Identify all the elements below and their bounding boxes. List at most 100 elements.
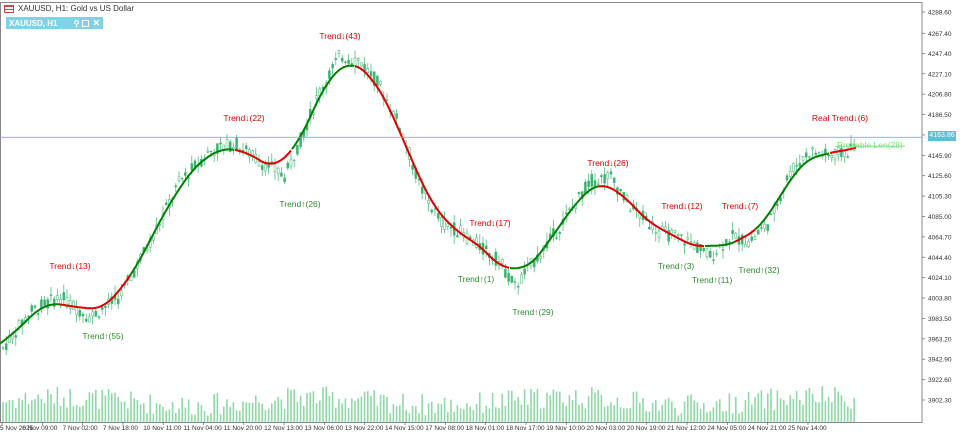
- volume-bar: [683, 401, 686, 422]
- candle-body: [334, 58, 338, 60]
- volume-bar: [536, 388, 539, 422]
- volume-bar: [197, 402, 199, 422]
- volume-bar: [517, 397, 519, 422]
- volume-bar: [8, 400, 11, 422]
- candle-body: [104, 305, 107, 308]
- volume-bar: [95, 389, 97, 422]
- volume-bar: [376, 405, 379, 422]
- candle-body: [628, 210, 632, 213]
- volume-bar: [248, 402, 251, 422]
- volume-bar: [325, 386, 327, 422]
- volume-bar: [162, 406, 164, 422]
- volume-bar: [309, 392, 311, 422]
- volume-bar: [207, 415, 209, 422]
- chart-menu-icon[interactable]: [4, 4, 14, 13]
- volume-bar: [479, 392, 481, 422]
- downtrend-line: [734, 228, 756, 243]
- volume-bar: [549, 395, 551, 422]
- candle-body: [43, 299, 46, 306]
- volume-bar: [581, 402, 583, 422]
- volume-bar: [613, 405, 615, 422]
- candle-body: [584, 181, 587, 194]
- volume-bar: [79, 406, 81, 422]
- candle-body: [366, 68, 370, 73]
- close-icon[interactable]: ✕: [92, 17, 100, 28]
- volume-bar: [651, 402, 654, 422]
- volume-bar: [75, 405, 78, 422]
- candle-body: [756, 230, 760, 235]
- volume-bar: [50, 394, 52, 422]
- volume-bar: [488, 408, 491, 422]
- candle-body: [164, 202, 168, 206]
- candle-body: [702, 247, 706, 251]
- candle-body: [814, 152, 818, 155]
- volume-bar: [703, 403, 705, 422]
- candle-body: [273, 164, 277, 173]
- candle-body: [811, 147, 814, 150]
- volume-bar: [658, 410, 660, 422]
- candle-body: [740, 234, 744, 245]
- volume-bar: [341, 403, 343, 422]
- x-tick-label: 13 Nov 06:00: [304, 425, 343, 432]
- volume-bar: [399, 405, 401, 422]
- candle-body: [129, 275, 133, 282]
- volume-bar: [43, 403, 46, 422]
- candle-body: [443, 219, 446, 230]
- volume-bar: [411, 405, 414, 422]
- volume-bar: [335, 407, 337, 422]
- volume-bar: [344, 398, 347, 422]
- candle-body: [606, 172, 610, 179]
- candle-body: [590, 174, 594, 187]
- indicator-panel[interactable]: XAUUSD, H1 ⚲ ✕: [6, 17, 103, 29]
- volume-bar: [194, 414, 196, 422]
- volume-bar: [149, 394, 151, 422]
- candle-body: [792, 163, 795, 172]
- candle-body: [411, 164, 414, 170]
- volume-bar: [322, 387, 324, 422]
- candle-body: [219, 142, 222, 145]
- volume-bar: [853, 398, 855, 422]
- volume-bar: [127, 408, 129, 422]
- volume-bar: [463, 409, 465, 422]
- candle-body: [846, 156, 850, 158]
- volume-bar: [168, 409, 171, 422]
- volume-bar: [370, 395, 372, 422]
- candle-body: [27, 315, 30, 317]
- volume-bar: [498, 408, 500, 422]
- candle-body: [376, 75, 379, 87]
- y-tick-label: 3942.90: [928, 357, 952, 364]
- volume-bar: [98, 408, 100, 422]
- candle-body: [785, 175, 789, 181]
- volume-bar: [245, 402, 247, 422]
- volume-bar: [520, 404, 523, 422]
- volume-bar: [187, 399, 190, 422]
- pin-icon[interactable]: ⚲: [73, 18, 80, 28]
- volume-bar: [69, 388, 71, 422]
- candle-body: [328, 70, 331, 79]
- volume-bar: [687, 395, 689, 422]
- candle-body: [52, 298, 56, 307]
- volume-bar: [152, 413, 155, 422]
- downtrend-line: [234, 148, 292, 165]
- candle-body: [78, 309, 82, 317]
- candle-body: [296, 144, 299, 155]
- candle-body: [420, 186, 424, 194]
- uptrend-annotation: Trend↑(3): [658, 261, 695, 271]
- candle-body: [600, 175, 603, 177]
- downtrend-annotation: Trend↓(13): [49, 261, 90, 271]
- candle-body: [356, 58, 360, 61]
- volume-bar: [472, 409, 475, 422]
- volume-bar: [469, 406, 471, 422]
- maximize-icon[interactable]: [82, 19, 90, 27]
- volume-bar: [815, 401, 817, 422]
- volume-bar: [402, 393, 404, 422]
- y-tick-label: 3983.50: [928, 316, 952, 323]
- candle-body: [734, 233, 738, 239]
- volume-bar: [303, 406, 305, 422]
- volume-bar: [514, 400, 516, 422]
- volume-bar: [104, 395, 107, 422]
- downtrend-line: [829, 146, 857, 154]
- candle-body: [264, 164, 267, 172]
- candle-body: [190, 163, 194, 171]
